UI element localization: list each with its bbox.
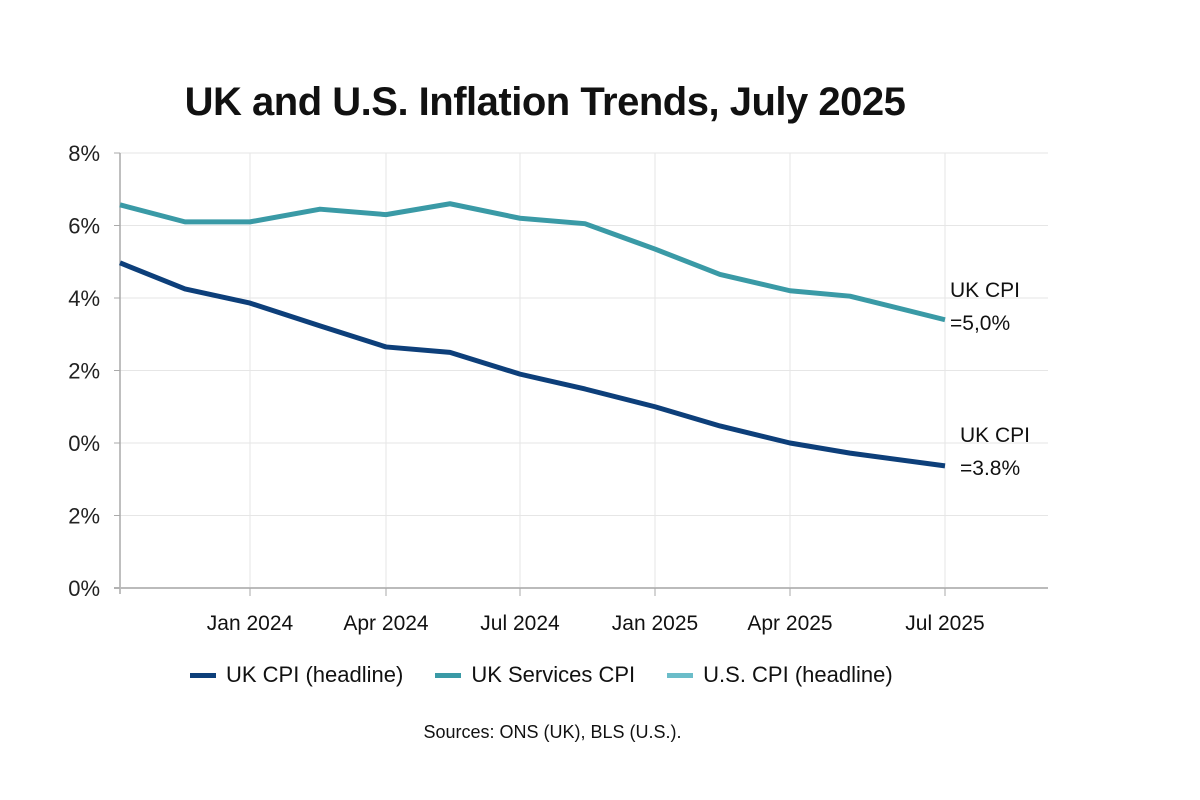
x-axis-ticks: Jan 2024 Apr 2024 Jul 2024 Jan 2025 Apr 2025… <box>207 588 985 635</box>
x-tick-label: Jul 2025 <box>905 612 984 635</box>
x-tick-label: Apr 2024 <box>343 612 429 635</box>
x-tick-label: Jul 2024 <box>480 612 560 635</box>
legend-item-us-cpi[interactable]: U.S. CPI (headline) <box>667 662 893 688</box>
y-tick-label: 6% <box>68 214 100 239</box>
y-tick-label: 2% <box>68 504 100 529</box>
legend-item-uk-services-cpi[interactable]: UK Services CPI <box>435 662 635 688</box>
annotation-label: UK CPI <box>950 279 1020 302</box>
y-tick-label: 2% <box>68 359 100 384</box>
axes <box>114 153 1048 594</box>
x-tick-label: Jan 2024 <box>207 612 294 635</box>
legend-label: UK Services CPI <box>471 662 636 687</box>
legend-label: UK CPI (headline) <box>226 662 404 687</box>
legend: UK CPI (headline) UK Services CPI U.S. C… <box>190 662 893 688</box>
legend-swatch <box>190 672 216 678</box>
y-axis-ticks: 8% 6% 4% 2% 0% 2% 0% <box>68 141 120 601</box>
annotation-label: UK CPI <box>960 424 1030 447</box>
y-tick-label: 0% <box>68 576 100 601</box>
legend-swatch <box>435 672 462 678</box>
y-tick-label: 8% <box>68 141 100 166</box>
legend-swatch <box>667 672 694 678</box>
x-tick-label: Apr 2025 <box>747 612 832 635</box>
x-tick-label: Jan 2025 <box>612 612 698 635</box>
y-tick-label: 0% <box>68 431 100 456</box>
legend-label: U.S. CPI (headline) <box>703 662 893 687</box>
source-note: Sources: ONS (UK), BLS (U.S.). <box>423 722 682 742</box>
chart-title: UK and U.S. Inflation Trends, July 2025 <box>184 80 906 124</box>
annotation-value: =3.8% <box>960 457 1020 480</box>
annotation-value: =5,0% <box>950 312 1010 335</box>
annotations: UK CPI =5,0% UK CPI =3.8% <box>950 279 1030 480</box>
y-tick-label: 4% <box>68 286 100 311</box>
series-lines <box>119 201 946 469</box>
legend-item-uk-cpi[interactable]: UK CPI (headline) <box>190 662 403 688</box>
